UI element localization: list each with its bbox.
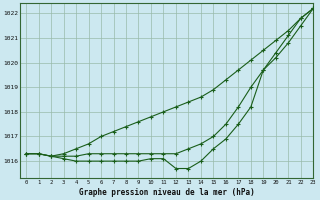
X-axis label: Graphe pression niveau de la mer (hPa): Graphe pression niveau de la mer (hPa) <box>79 188 254 197</box>
